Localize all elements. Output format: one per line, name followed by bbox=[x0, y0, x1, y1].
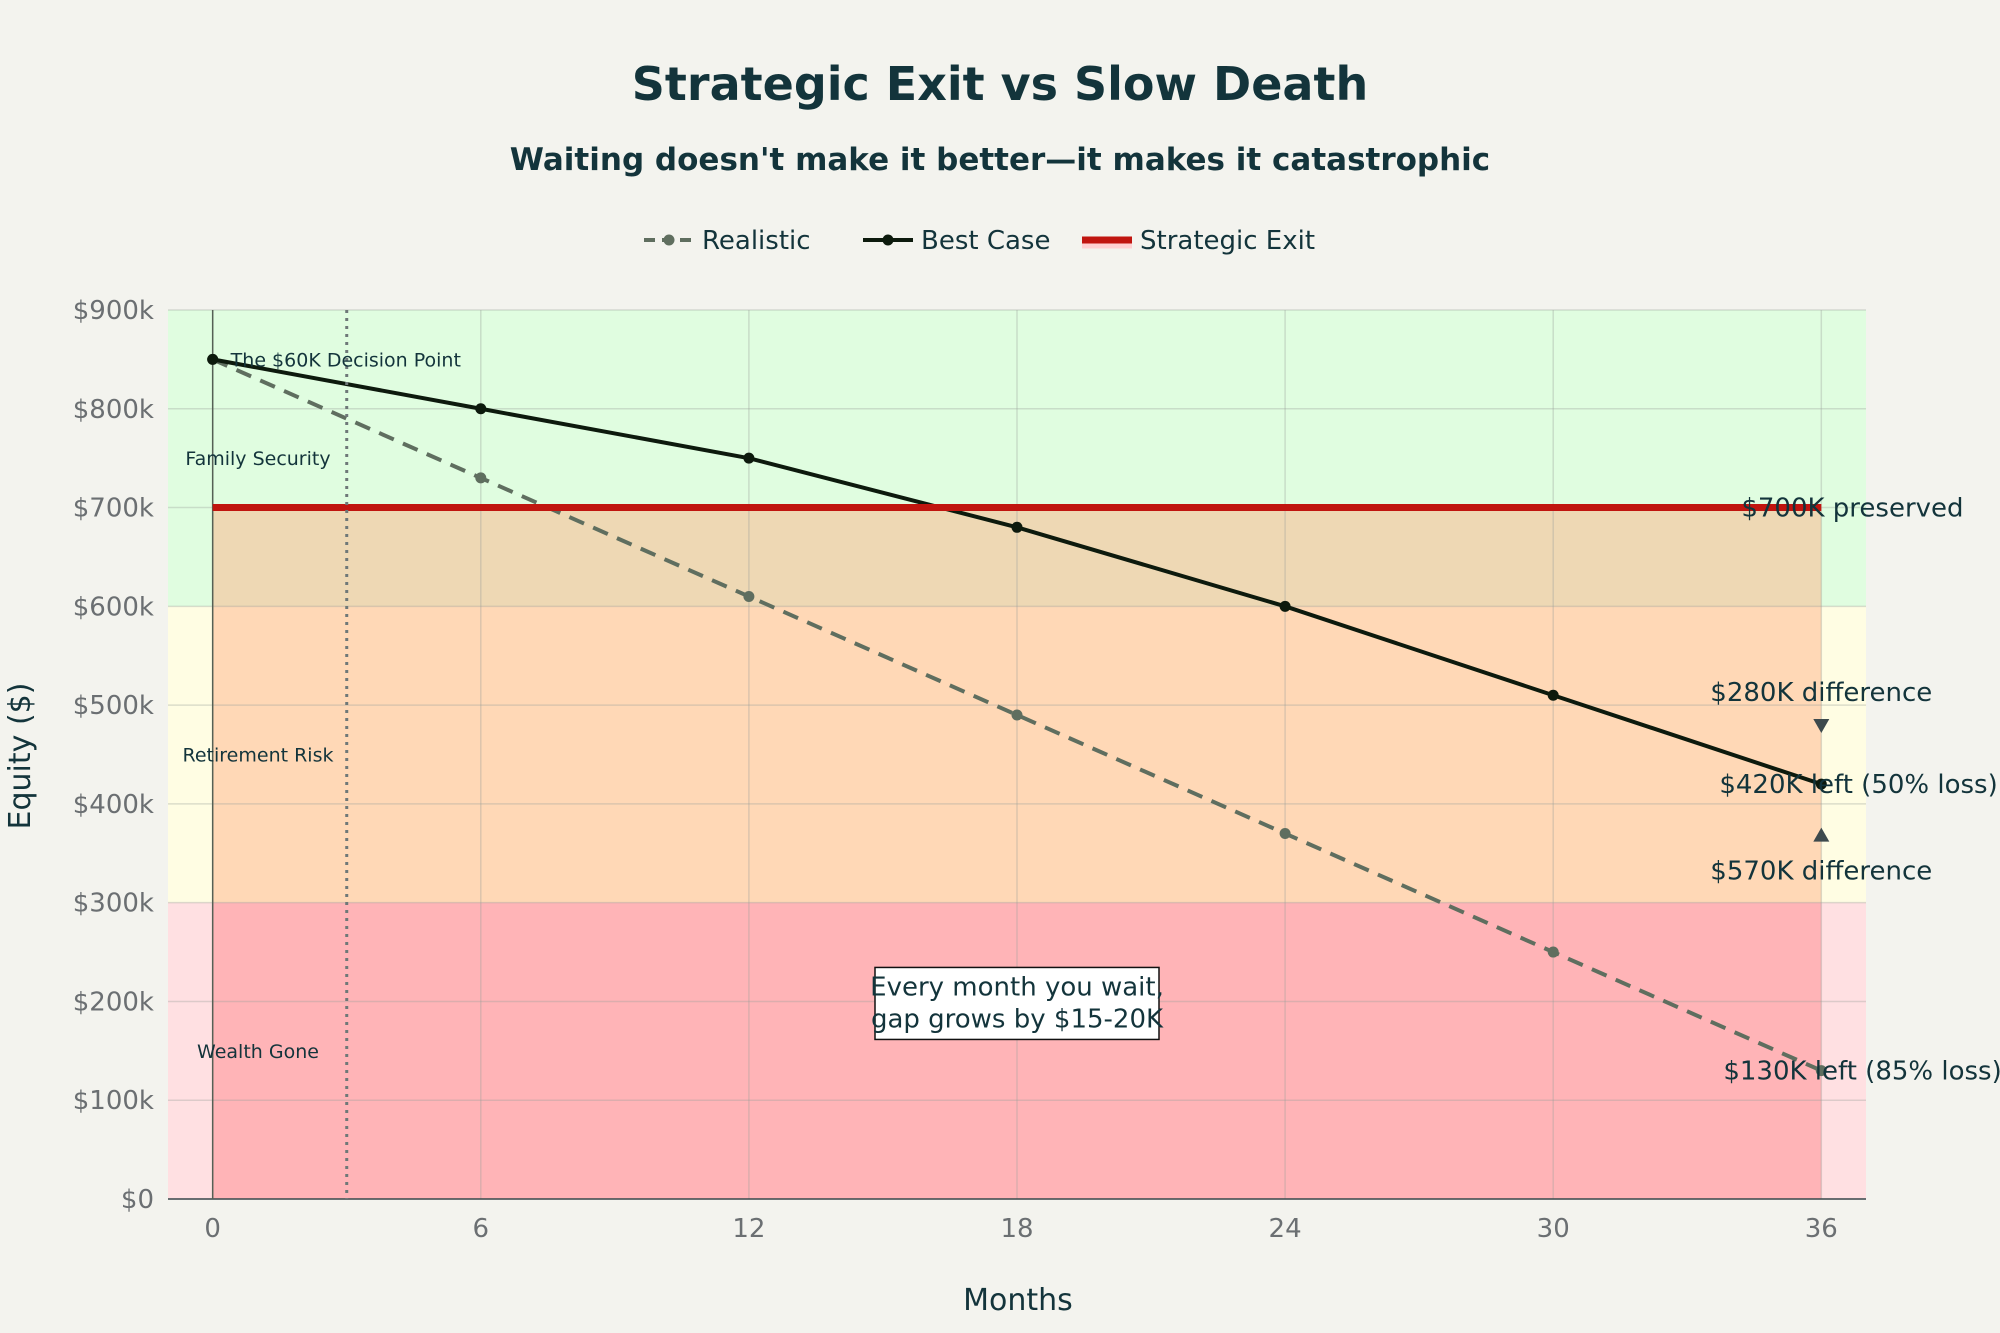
decision-point-label: The $60K Decision Point bbox=[230, 349, 461, 371]
zone-label-family-security: Family Security bbox=[185, 448, 330, 470]
series-best-case-point bbox=[207, 353, 219, 365]
series-best-case-point bbox=[1815, 778, 1827, 790]
x-tick-label: 18 bbox=[1000, 1214, 1033, 1244]
legend: Realistic Best Case Strategic Exit bbox=[644, 226, 1315, 256]
arrow-up-icon bbox=[1813, 827, 1830, 842]
x-tick-label: 30 bbox=[1537, 1214, 1570, 1244]
labels-layer: The $60K Decision Point Family Security Re… bbox=[183, 310, 2000, 1199]
series-best-case-point bbox=[475, 403, 487, 415]
axes-layer: $0 $100k $200k $300k $400k $500k $600k $700k $80… bbox=[73, 296, 1866, 1244]
legend-label: Realistic bbox=[702, 226, 811, 256]
y-tick-label: $700k bbox=[73, 494, 154, 524]
shaded-overlay-1 bbox=[212, 507, 1822, 903]
zone-label-wealth-gone: Wealth Gone bbox=[197, 1041, 319, 1063]
annotation-700k-preserved: $700K preserved bbox=[1741, 494, 1963, 524]
y-axis-title: Equity ($) bbox=[3, 683, 38, 830]
note-box bbox=[874, 966, 1160, 1041]
y-tick-label: $400k bbox=[73, 790, 154, 820]
annotation-130k-left-85-loss: $130K left (85% loss) bbox=[1723, 1057, 2000, 1087]
zone-label-retirement-risk: Retirement Risk bbox=[183, 745, 334, 767]
note-box-line: Every month you wait, bbox=[870, 972, 1164, 1002]
zone-family-security bbox=[168, 310, 1866, 607]
legend-marker bbox=[882, 234, 894, 246]
x-tick-label: 36 bbox=[1805, 1214, 1838, 1244]
y-tick-label: $0 bbox=[121, 1185, 154, 1215]
y-tick-label: $500k bbox=[73, 691, 154, 721]
annotation-420k-left-50-loss: $420K left (50% loss) bbox=[1719, 770, 1997, 800]
series-realistic-point bbox=[1279, 828, 1291, 840]
x-axis-title: Months bbox=[963, 1283, 1073, 1318]
zone-retirement-risk bbox=[168, 606, 1866, 903]
legend-marker bbox=[663, 234, 675, 246]
y-tick-label: $200k bbox=[73, 987, 154, 1017]
annotation-280k-difference: $280K difference bbox=[1710, 678, 1932, 708]
legend-item-best-case[interactable]: Best Case bbox=[863, 226, 1050, 256]
series-realistic-point bbox=[1815, 1065, 1827, 1077]
y-tick-label: $800k bbox=[73, 395, 154, 425]
chart-subtitle: Waiting doesn't make it better—it makes … bbox=[510, 142, 1490, 178]
series-best-case-point bbox=[1279, 600, 1291, 612]
x-tick-label: 0 bbox=[204, 1214, 221, 1244]
y-tick-label: $300k bbox=[73, 889, 154, 919]
y-tick-label: $900k bbox=[73, 296, 154, 326]
note-box-line: gap grows by $15-20K bbox=[871, 1004, 1164, 1034]
legend-label: Best Case bbox=[921, 226, 1050, 256]
series-realistic-point bbox=[475, 472, 487, 484]
annotation-570k-difference: $570K difference bbox=[1710, 857, 1932, 887]
overlays-layer bbox=[212, 507, 1822, 1199]
y-tick-label: $100k bbox=[73, 1086, 154, 1116]
legend-item-realistic[interactable]: Realistic bbox=[644, 226, 811, 256]
x-tick-label: 6 bbox=[473, 1214, 490, 1244]
series-realistic-point bbox=[743, 590, 755, 602]
x-tick-label: 12 bbox=[732, 1214, 765, 1244]
series-realistic-point bbox=[1011, 709, 1023, 721]
series-best-case-point bbox=[1011, 521, 1023, 533]
legend-item-strategic-exit[interactable]: Strategic Exit bbox=[1082, 226, 1315, 256]
arrow-down-icon bbox=[1813, 718, 1830, 733]
series-realistic-point bbox=[1547, 946, 1559, 958]
series-layer bbox=[207, 353, 1827, 1077]
series-best-case-point bbox=[1547, 689, 1559, 701]
legend-label: Strategic Exit bbox=[1140, 226, 1315, 256]
y-tick-label: $600k bbox=[73, 592, 154, 622]
series-best-case-point bbox=[743, 452, 755, 464]
chart-title: Strategic Exit vs Slow Death bbox=[632, 57, 1368, 111]
x-tick-label: 24 bbox=[1269, 1214, 1302, 1244]
